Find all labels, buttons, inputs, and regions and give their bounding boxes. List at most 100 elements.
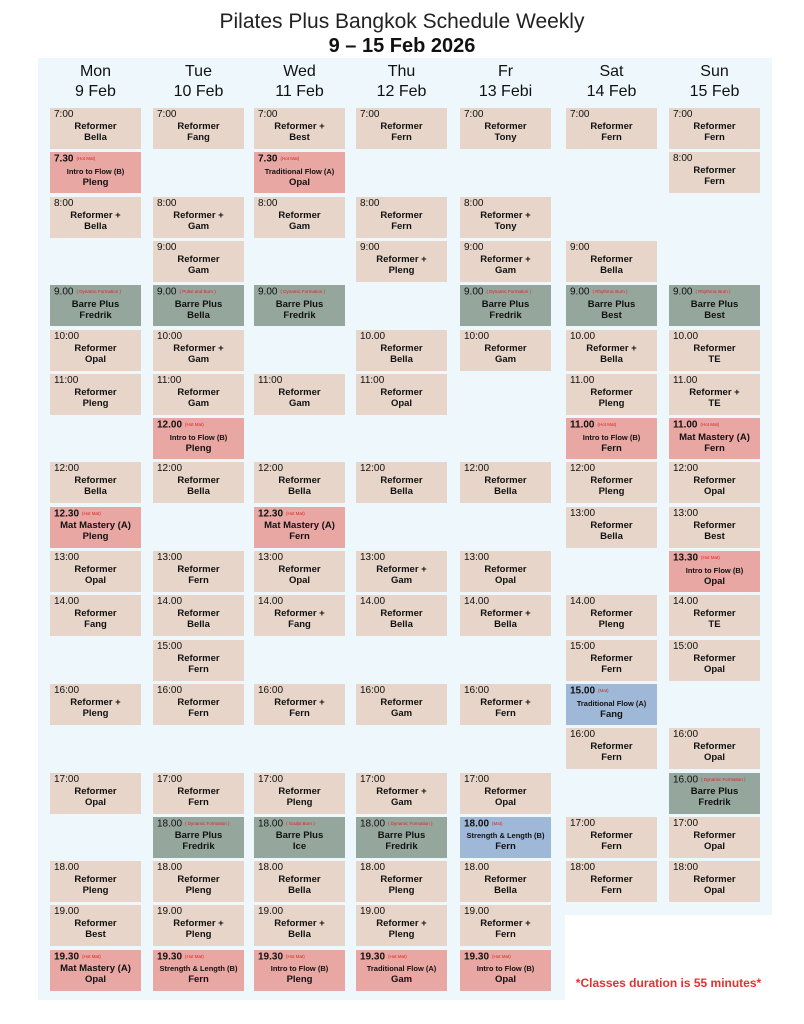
class-card-reformer[interactable]: 8:00 Reformer + Tony	[460, 196, 551, 238]
class-card-barre[interactable]: 18.00( Dynamic Formation ) Barre Plus Fred…	[356, 816, 447, 858]
class-card-reformer[interactable]: 17:00 Reformer Fern	[566, 816, 657, 858]
class-card-reformer[interactable]: 18.00 Reformer Bella	[460, 861, 551, 903]
class-card-barre[interactable]: 9.00( Dynamic Formation ) Barre Plus Fredr…	[254, 285, 345, 327]
class-card-reformer[interactable]: 13:00 Reformer Opal	[254, 551, 345, 592]
class-card-barre[interactable]: 9.00( Pulse and Burn ) Barre Plus Bella	[153, 285, 244, 327]
class-card-reformer[interactable]: 16:00 Reformer Fern	[566, 728, 657, 770]
class-card-reformer[interactable]: 8:00 Reformer Gam	[254, 196, 345, 238]
class-card-reformer[interactable]: 14.00 Reformer Fang	[50, 595, 141, 637]
class-card-reformer[interactable]: 7:00 Reformer Tony	[460, 108, 551, 149]
class-card-barre[interactable]: 9.00( Dynamic Formation ) Barre Plus Fredr…	[460, 285, 551, 327]
class-card-reformer[interactable]: 7:00 Reformer Fern	[566, 108, 657, 149]
class-card-barre[interactable]: 9.00( Rhythmic Burn ) Barre Plus Best	[566, 285, 657, 327]
class-card-reformer[interactable]: 16:00 Reformer + Fern	[460, 683, 551, 725]
class-card-reformer[interactable]: 13:00 Reformer Opal	[50, 551, 141, 592]
class-card-reformer[interactable]: 11.00 Reformer Pleng	[566, 373, 657, 415]
class-card-reformer[interactable]: 7:00 Reformer Fern	[356, 108, 447, 149]
class-card-reformer[interactable]: 14.00 Reformer Bella	[153, 595, 244, 637]
class-card-reformer[interactable]: 8:00 Reformer Fern	[669, 152, 760, 194]
class-card-reformer[interactable]: 18.00 Reformer Bella	[254, 861, 345, 903]
class-card-reformer[interactable]: 18.00 Reformer Pleng	[50, 861, 141, 903]
class-card-hotmat[interactable]: 13.30 (Hot Mat) Intro to Flow (B) Opal	[669, 551, 760, 592]
class-card-reformer[interactable]: 14.00 Reformer Bella	[356, 595, 447, 637]
class-card-reformer[interactable]: 13:00 Reformer Best	[669, 506, 760, 548]
class-card-reformer[interactable]: 19.00 Reformer Best	[50, 905, 141, 947]
class-card-reformer[interactable]: 18:00 Reformer Opal	[669, 861, 760, 903]
class-card-reformer[interactable]: 9:00 Reformer + Gam	[460, 240, 551, 282]
class-card-reformer[interactable]: 12:00 Reformer Pleng	[566, 462, 657, 504]
class-card-reformer[interactable]: 10:00 Reformer Opal	[50, 329, 141, 371]
class-card-reformer[interactable]: 17:00 Reformer Opal	[460, 772, 551, 814]
class-card-reformer[interactable]: 17:00 Reformer Fern	[153, 772, 244, 814]
class-card-reformer[interactable]: 12:00 Reformer Bella	[356, 462, 447, 504]
class-card-reformer[interactable]: 13:00 Reformer Fern	[153, 551, 244, 592]
class-card-reformer[interactable]: 16:00 Reformer Fern	[153, 683, 244, 725]
class-card-reformer[interactable]: 15:00 Reformer Opal	[669, 639, 760, 681]
class-card-reformer[interactable]: 17:00 Reformer Opal	[50, 772, 141, 814]
class-card-hotmat[interactable]: 11.00 (Hot Mat) Intro to Flow (B) Fern	[566, 418, 657, 460]
class-card-hotmat[interactable]: 12.30 (Hot Mat) Mat Mastery (A) Fern	[254, 506, 345, 548]
class-card-reformer[interactable]: 16:00 Reformer + Pleng	[50, 683, 141, 725]
class-card-barre[interactable]: 9.00( Rhythmic Burn ) Barre Plus Best	[669, 285, 760, 327]
class-card-reformer[interactable]: 17:00 Reformer Opal	[669, 816, 760, 858]
class-card-reformer[interactable]: 13:00 Reformer Bella	[566, 506, 657, 548]
class-card-mat[interactable]: 15.00 (Mat) Traditional Flow (A) Fang	[566, 683, 657, 725]
class-card-reformer[interactable]: 17:00 Reformer + Gam	[356, 772, 447, 814]
class-card-reformer[interactable]: 19.00 Reformer + Pleng	[153, 905, 244, 947]
class-card-hotmat[interactable]: 7.30 (Hot Mat) Intro to Flow (B) Pleng	[50, 152, 141, 194]
class-card-reformer[interactable]: 7:00 Reformer Fern	[669, 108, 760, 149]
class-card-reformer[interactable]: 16:00 Reformer Gam	[356, 683, 447, 725]
class-card-hotmat[interactable]: 19.30 (Hot Mat) Intro to Flow (B) Opal	[460, 949, 551, 991]
class-card-reformer[interactable]: 7:00 Reformer + Best	[254, 108, 345, 149]
class-card-reformer[interactable]: 19.00 Reformer + Bella	[254, 905, 345, 947]
class-card-reformer[interactable]: 15:00 Reformer Fern	[566, 639, 657, 681]
class-card-reformer[interactable]: 18.00 Reformer Pleng	[356, 861, 447, 903]
class-card-reformer[interactable]: 14.00 Reformer + Fang	[254, 595, 345, 637]
class-card-reformer[interactable]: 19.00 Reformer + Pleng	[356, 905, 447, 947]
class-card-hotmat[interactable]: 19.30 (Hot Mat) Traditional Flow (A) Gam	[356, 949, 447, 991]
class-card-reformer[interactable]: 12:00 Reformer Bella	[153, 462, 244, 504]
class-card-reformer[interactable]: 16:00 Reformer Opal	[669, 728, 760, 770]
class-card-hotmat[interactable]: 19.30 (Hot Mat) Strength & Length (B) Fern	[153, 949, 244, 991]
class-card-reformer[interactable]: 10.00 Reformer + Bella	[566, 329, 657, 371]
class-card-reformer[interactable]: 13:00 Reformer Opal	[460, 551, 551, 592]
class-card-hotmat[interactable]: 7.30 (Hot Mat) Traditional Flow (A) Opal	[254, 152, 345, 194]
class-card-hotmat[interactable]: 19.30 (Hot Mat) Intro to Flow (B) Pleng	[254, 949, 345, 991]
class-card-reformer[interactable]: 10:00 Reformer Gam	[460, 329, 551, 371]
class-card-reformer[interactable]: 12:00 Reformer Opal	[669, 462, 760, 504]
class-card-reformer[interactable]: 8:00 Reformer + Gam	[153, 196, 244, 238]
class-card-hotmat[interactable]: 12.30 (Hot Mat) Mat Mastery (A) Pleng	[50, 506, 141, 548]
class-card-reformer[interactable]: 11:00 Reformer Gam	[153, 373, 244, 415]
class-card-reformer[interactable]: 14.00 Reformer Pleng	[566, 595, 657, 637]
class-card-reformer[interactable]: 13:00 Reformer + Gam	[356, 551, 447, 592]
class-card-reformer[interactable]: 8:00 Reformer Fern	[356, 196, 447, 238]
class-card-barre[interactable]: 16.00( Dynamic Formation ) Barre Plus Fred…	[669, 772, 760, 814]
class-card-reformer[interactable]: 17:00 Reformer Pleng	[254, 772, 345, 814]
class-card-reformer[interactable]: 11:00 Reformer Gam	[254, 373, 345, 415]
class-card-barre[interactable]: 9.00( Dynamic Formation ) Barre Plus Fredr…	[50, 285, 141, 327]
class-card-hotmat[interactable]: 19.30 (Hot Mat) Mat Mastery (A) Opal	[50, 949, 141, 991]
class-card-reformer[interactable]: 11:00 Reformer Opal	[356, 373, 447, 415]
class-card-mat[interactable]: 18.00 (Mat) Strength & Length (B) Fern	[460, 816, 551, 858]
class-card-reformer[interactable]: 12:00 Reformer Bella	[50, 462, 141, 504]
class-card-reformer[interactable]: 12:00 Reformer Bella	[460, 462, 551, 504]
class-card-reformer[interactable]: 18.00 Reformer Pleng	[153, 861, 244, 903]
class-card-reformer[interactable]: 15:00 Reformer Fern	[153, 639, 244, 681]
class-card-reformer[interactable]: 11:00 Reformer Pleng	[50, 373, 141, 415]
class-card-reformer[interactable]: 10:00 Reformer + Gam	[153, 329, 244, 371]
class-card-reformer[interactable]: 10.00 Reformer TE	[669, 329, 760, 371]
class-card-reformer[interactable]: 8:00 Reformer + Bella	[50, 196, 141, 238]
class-card-reformer[interactable]: 14.00 Reformer + Bella	[460, 595, 551, 637]
class-card-reformer[interactable]: 10.00 Reformer Bella	[356, 329, 447, 371]
class-card-reformer[interactable]: 11.00 Reformer + TE	[669, 373, 760, 415]
class-card-reformer[interactable]: 7:00 Reformer Fang	[153, 108, 244, 149]
class-card-reformer[interactable]: 12:00 Reformer Bella	[254, 462, 345, 504]
class-card-hotmat[interactable]: 11.00 (Hot Mat) Mat Mastery (A) Fern	[669, 418, 760, 460]
class-card-reformer[interactable]: 9:00 Reformer Bella	[566, 240, 657, 282]
class-card-reformer[interactable]: 7:00 Reformer Bella	[50, 108, 141, 149]
class-card-reformer[interactable]: 9:00 Reformer Gam	[153, 240, 244, 282]
class-card-reformer[interactable]: 16:00 Reformer + Fern	[254, 683, 345, 725]
class-card-barre[interactable]: 18.00( Sculpt Burn ) Barre Plus Ice	[254, 816, 345, 858]
class-card-barre[interactable]: 18.00( Dynamic Formation ) Barre Plus Fred…	[153, 816, 244, 858]
class-card-hotmat[interactable]: 12.00 (Hot Mat) Intro to Flow (B) Pleng	[153, 418, 244, 460]
